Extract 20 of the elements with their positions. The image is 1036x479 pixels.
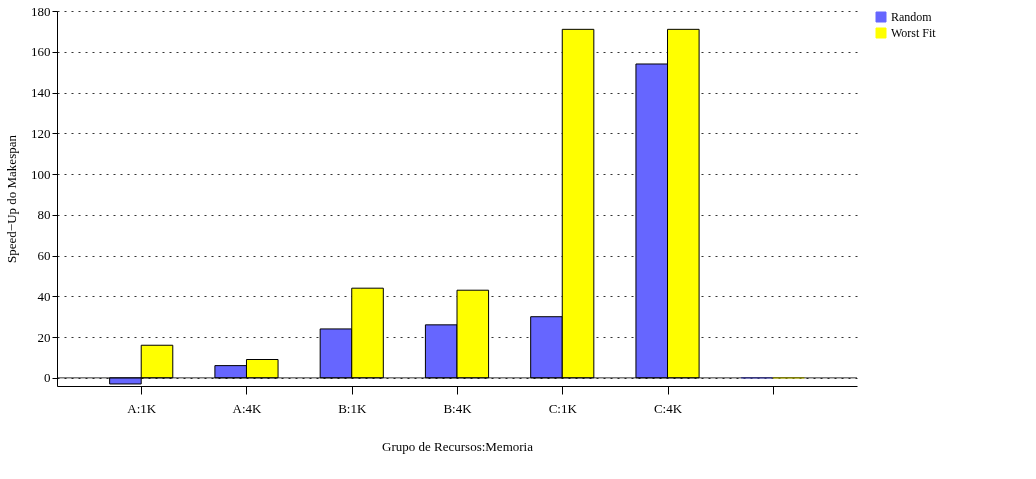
y-tick-label: 40 <box>37 288 51 304</box>
y-tick-label: 60 <box>37 248 51 264</box>
y-tick-label: 100 <box>31 166 51 182</box>
x-tick-label: B:1K <box>338 400 367 416</box>
y-axis-title: Speed−Up do Makespan <box>4 134 19 263</box>
x-tick-label: C:4K <box>653 400 683 416</box>
y-tick-label: 160 <box>31 44 51 60</box>
x-axis-title: Grupo de Recursos:Memoria <box>382 438 534 454</box>
x-tick-label: B:4K <box>443 400 473 416</box>
x-tick-label: C:1K <box>548 400 578 416</box>
x-tick-label: A:1K <box>127 400 157 416</box>
x-tick-label: A:4K <box>232 400 263 416</box>
legend-label: Worst Fit <box>891 26 937 40</box>
y-tick-label: 20 <box>37 329 51 345</box>
y-tick-label: 120 <box>31 125 51 141</box>
y-tick-label: 80 <box>37 207 51 223</box>
y-tick-label: 0 <box>44 370 51 386</box>
y-tick-label: 140 <box>31 85 51 101</box>
y-tick-label: 180 <box>31 3 51 19</box>
legend-label: Random <box>891 10 933 24</box>
